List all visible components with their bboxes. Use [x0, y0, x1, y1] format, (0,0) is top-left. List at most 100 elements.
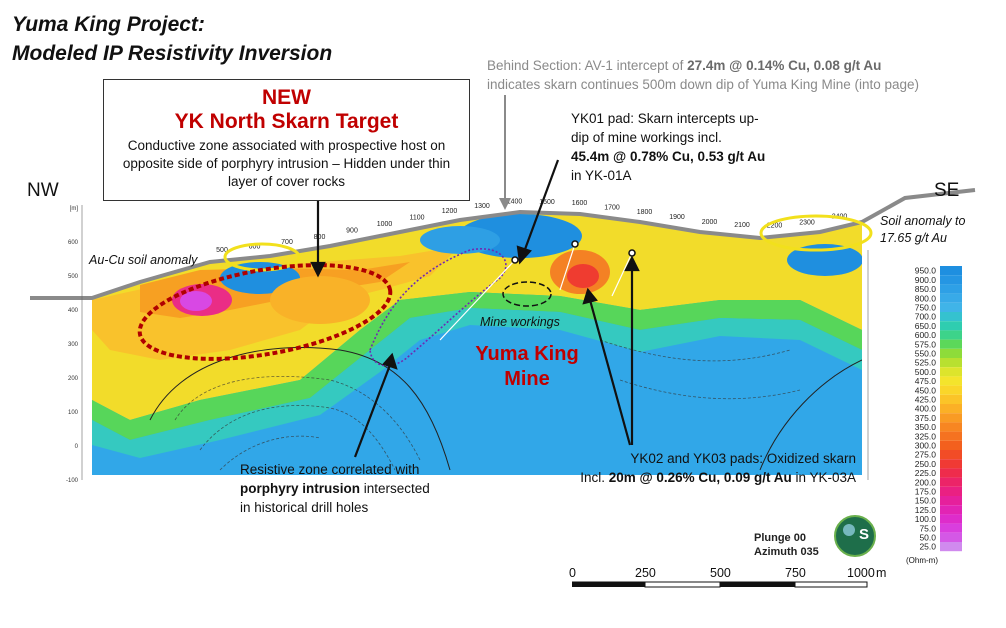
annotation-arrows	[310, 159, 640, 458]
resistive-zone-callout: Resistive zone correlated with porphyry …	[240, 462, 430, 515]
depth-label: 100	[68, 410, 79, 416]
station-label: 1800	[637, 209, 653, 216]
direction-se: SE	[934, 180, 960, 201]
scale-bar	[572, 581, 868, 588]
legend-swatch	[940, 312, 962, 322]
depth-label: 500	[68, 274, 79, 280]
legend-value: 900.0	[915, 275, 937, 285]
legend-swatch	[940, 413, 962, 423]
behind-section-arrow	[499, 95, 511, 210]
legend-swatch	[940, 422, 962, 432]
soil-anomaly-se-label: Soil anomaly to 17.65 g/t Au	[880, 214, 966, 245]
legend-value: 250.0	[915, 459, 937, 469]
legend-value: 800.0	[915, 293, 937, 303]
legend-value: 525.0	[915, 358, 937, 368]
drill-pads	[511, 240, 636, 264]
legend-value: 475.0	[915, 376, 937, 386]
legend-value: 25.0	[919, 542, 936, 552]
inversion-body	[92, 212, 862, 475]
title-line-2: Modeled IP Resistivity Inversion	[12, 42, 333, 65]
title-line-1: Yuma King Project:	[12, 13, 205, 36]
scale-label-1000: 1000	[847, 566, 875, 580]
legend-value: 600.0	[915, 330, 937, 340]
station-label: 1900	[669, 214, 685, 221]
legend-unit: (Ohm-m)	[906, 556, 938, 565]
callout-new-label: NEW	[262, 86, 311, 109]
callout-target-name: YK North Skarn Target	[174, 110, 399, 133]
depth-labels-left: [m] 600 500 400 300 200 100 0 -100	[66, 206, 79, 484]
legend-value: 400.0	[915, 404, 937, 414]
legend-value: 425.0	[915, 395, 937, 405]
station-label: 1600	[572, 200, 588, 207]
legend-value: 850.0	[915, 284, 937, 294]
yk-north-target-callout: NEW YK North Skarn Target Conductive zon…	[103, 79, 470, 201]
legend-swatch	[940, 266, 962, 276]
legend-swatch	[940, 394, 962, 404]
legend-value: 100.0	[915, 514, 937, 524]
legend-value: 650.0	[915, 321, 937, 331]
station-label: 2000	[702, 219, 718, 226]
logo-letters: S	[859, 526, 870, 543]
station-label: 1400	[507, 199, 523, 206]
legend-swatch	[940, 523, 962, 533]
depth-label: 300	[68, 342, 79, 348]
legend-swatch	[940, 293, 962, 303]
station-label: 900	[346, 228, 358, 235]
mine-workings-ellipse	[502, 281, 552, 307]
station-label: 1700	[604, 204, 620, 211]
legend-swatch	[940, 385, 962, 395]
legend-value: 450.0	[915, 385, 937, 395]
legend-value: 550.0	[915, 349, 937, 359]
legend-value: 750.0	[915, 303, 937, 313]
station-label: 1500	[539, 199, 555, 206]
behind-section-note: Behind Section: AV-1 intercept of 27.4m …	[487, 56, 997, 94]
yk02-yk03-callout: YK02 and YK03 pads: Oxidized skarn Incl.…	[580, 451, 856, 485]
station-label: 2200	[767, 223, 783, 230]
legend-swatch	[940, 532, 962, 542]
behind-line1-bold: 27.4m	[687, 58, 726, 73]
porphyry-outline	[369, 248, 507, 367]
depth-label: [m]	[70, 206, 79, 212]
station-label: 700	[281, 239, 293, 246]
legend-value: 300.0	[915, 441, 937, 451]
legend-swatch	[940, 514, 962, 524]
depth-label: 200	[68, 376, 79, 382]
legend-value: 225.0	[915, 468, 937, 478]
mine-name-label: Yuma King Mine	[475, 343, 579, 390]
legend-swatch	[940, 367, 962, 377]
callout-description: Conductive zone associated with prospect…	[122, 138, 451, 189]
soil-anomaly-se-ellipse	[759, 214, 873, 252]
topography-line	[30, 188, 976, 300]
scale-unit: m	[876, 566, 887, 580]
legend-swatch	[940, 376, 962, 386]
yk01-line3: 45.4m @ 0.78% Cu, 0.53 g/t Au	[571, 149, 766, 164]
legend-swatch	[940, 431, 962, 441]
station-label: 1300	[474, 203, 490, 210]
legend-value: 950.0	[915, 266, 937, 276]
legend-swatch	[940, 477, 962, 487]
legend-swatch	[940, 505, 962, 515]
station-labels: 500 600 700 800 900 1000 1100 1200 1300 1400 1500 1…	[216, 199, 847, 254]
legend-swatch	[940, 358, 962, 368]
legend-swatch	[940, 348, 962, 358]
mine-workings-label: Mine workings	[480, 315, 560, 329]
legend-value: 75.0	[919, 523, 936, 533]
station-label: 800	[314, 234, 326, 241]
company-logo	[834, 515, 876, 557]
yk01-line4: in YK-01A	[571, 168, 632, 183]
depth-label: -100	[66, 478, 79, 484]
scale-label-250: 250	[635, 566, 656, 580]
legend-value: 500.0	[915, 367, 937, 377]
legend-swatch	[940, 404, 962, 414]
yk-north-target-ellipse	[137, 263, 393, 361]
depth-label: 600	[68, 240, 79, 246]
legend-swatch	[940, 284, 962, 294]
legend-swatch	[940, 440, 962, 450]
legend-value: 575.0	[915, 339, 937, 349]
station-label: 1000	[377, 221, 393, 228]
station-label: 1200	[442, 208, 458, 215]
legend-swatch	[940, 275, 962, 285]
scale-label-500: 500	[710, 566, 731, 580]
yk01-line1: YK01 pad: Skarn intercepts up-	[571, 111, 759, 126]
